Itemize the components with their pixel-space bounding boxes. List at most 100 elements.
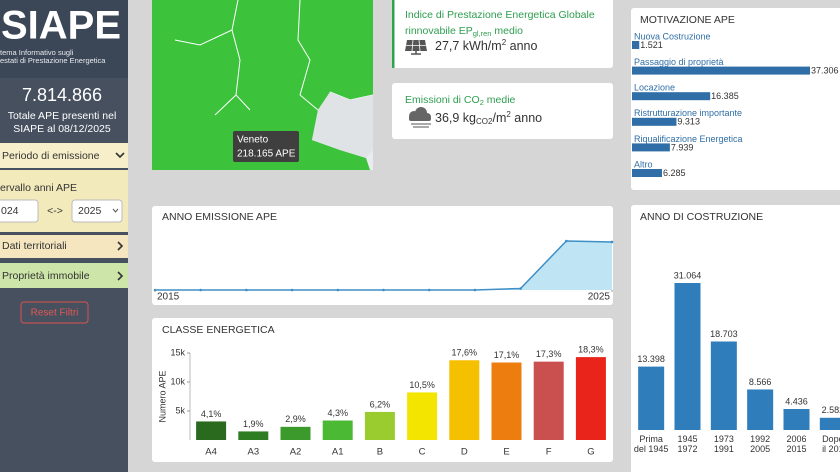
x-tick-label: E [503,447,509,458]
area-fill [155,241,612,290]
value-label: 7.939 [671,142,694,152]
x-tick-label: A4 [205,447,217,458]
category-label: Nuova Costruzione [634,31,711,41]
card-title-sub: 2 [480,98,484,107]
card-bg [392,83,613,139]
card-title: Emissioni di CO2 medie [405,94,516,107]
menu-item-bg [0,263,128,288]
category-label: Ristrutturazione importante [634,108,742,118]
x-tick-label-line: 2005 [750,444,770,454]
card-title-part: medio [491,25,523,37]
chart-title: ANNO DI COSTRUZIONE [640,211,763,223]
card-emissions: Emissioni di CO2 medie 36,9 kgCO2/m2 ann… [392,83,613,139]
select-to[interactable]: 2025 [71,199,123,223]
select-from[interactable]: 024 [0,199,39,223]
x-tick-label: A2 [290,447,302,458]
chart-panel [631,8,840,190]
bar [674,283,701,430]
x-tick-label-line: Dopo [822,434,840,444]
x-tick-label-line: 1945 [677,434,697,444]
bar [280,426,311,440]
menu-item-label: Proprietà immobile [2,270,90,282]
card-value: 36,9 kgCO2/m2 anno [435,110,542,126]
menu-property[interactable]: Proprietà immobile [0,263,128,288]
x-tick-label: G [587,447,594,458]
menu-item-label: Periodo di emissione [2,150,100,162]
x-tick-label: F [546,447,552,458]
card-accent [392,0,395,68]
x-tick-label: B [377,447,383,458]
card-value-part: 27,7 kWh/m [435,39,502,53]
category-label: Altro [634,159,653,169]
bar [638,366,665,430]
tooltip-region: Veneto [237,135,269,146]
bar [491,362,522,440]
bar [238,431,269,440]
x-tick-label: Prima del 1945 [634,434,669,454]
line-point [610,240,614,244]
category-label: Locazione [634,83,675,93]
bar [364,411,395,440]
bar [710,341,737,430]
chart-title: ANNO EMISSIONE APE [162,211,277,223]
solar-panel-icon [405,39,427,55]
line-point [565,239,568,243]
bar [632,169,662,177]
value-label: 17,1% [494,350,520,360]
map-borders [174,0,374,116]
x-tick-label-line: 1972 [677,444,697,454]
x-tick-label-line: 1991 [714,444,734,454]
bar [632,117,677,126]
line-point [427,288,431,292]
value-label: 18,3% [578,344,604,354]
chevron-right [117,241,124,251]
card-value-part: /m [492,111,506,125]
map-region [298,0,373,110]
bar [632,92,711,101]
card-value-sup: 2 [502,38,507,47]
line-point [245,288,248,292]
cloud-icon [409,107,431,128]
card-value-sup: 2 [506,110,511,119]
x-tick-label: 2015 [157,292,180,303]
value-label: 31.064 [674,270,702,280]
button-label: Reset Filtri [31,308,79,319]
value-label: 4,1% [201,409,222,419]
reset-button[interactable]: Reset Filtri [20,301,89,324]
value-label: 6,2% [370,399,391,409]
chevron-right [117,271,124,281]
tooltip-value: 218.165 APE [237,149,296,160]
value-label: 37.306 [811,65,839,75]
x-tick-label: 1992 2005 [750,434,770,454]
select-arrow [112,208,119,213]
value-label: 16.385 [711,91,739,101]
menu-item-bg [0,143,128,168]
card-value-part: anno [506,39,537,53]
x-tick-label-line: Prima [639,434,663,444]
card-value-sub: CO2 [476,117,493,126]
bar [747,389,774,430]
bar [783,409,810,430]
total-caption: Totale APE presenti nel [8,110,117,122]
value-label: 17,3% [536,349,562,359]
x-tick-label: 1973 1991 [714,434,734,454]
bar [575,357,606,440]
y-tick-label: 15k [170,347,185,357]
bar [449,360,480,440]
card-title-part: rinnovabile EP [405,25,473,37]
card-title-part: medie [484,94,516,106]
x-tick-label: 2006 2015 [786,434,806,454]
value-label: 4.436 [785,396,808,406]
menu-territorial[interactable]: Dati territoriali [0,235,128,258]
bar [533,361,564,440]
bar [196,421,227,440]
bar [819,417,840,430]
menu-period[interactable]: Periodo di emissione [0,143,128,168]
card-value-part: anno [511,111,542,125]
chart-title: MOTIVAZIONE APE [640,14,735,26]
card-bg [392,0,613,68]
bar [632,143,670,152]
category-label: Passaggio di proprietà [634,57,724,67]
x-tick-label: C [419,447,426,458]
card-value: 27,7 kWh/m2 anno [435,38,537,53]
